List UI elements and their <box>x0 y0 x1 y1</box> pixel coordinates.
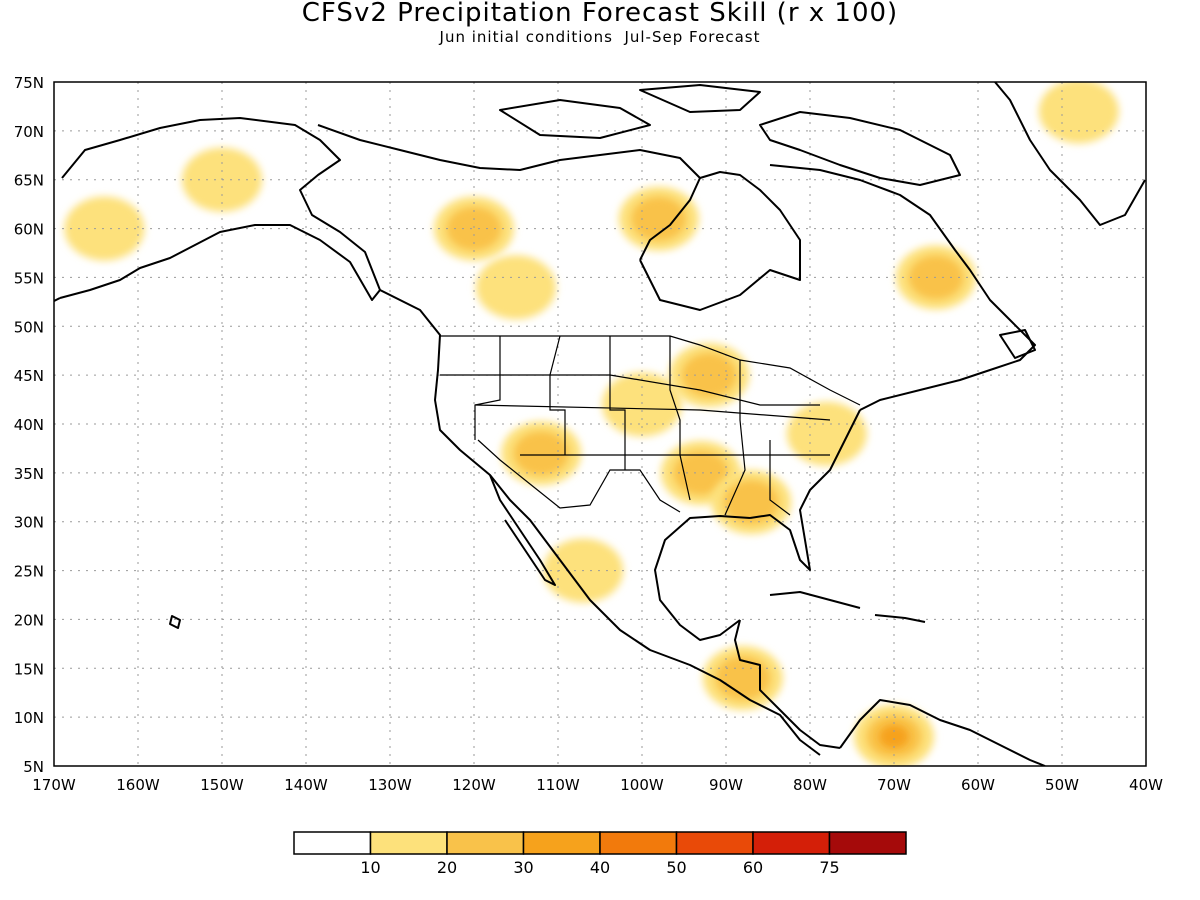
us-mexico-border <box>477 439 681 513</box>
lat-tick-label: 10N <box>14 709 44 727</box>
lon-tick-label: 170W <box>32 776 76 794</box>
lat-tick-label: 20N <box>14 611 44 629</box>
lat-tick-label: 5N <box>23 758 44 776</box>
colorbar-swatch <box>828 831 907 855</box>
skill-region-canadian-prairies-level-1 <box>476 255 556 320</box>
coastline-greenland <box>994 82 1146 226</box>
lon-tick-label: 50W <box>1045 776 1079 794</box>
colorbar-swatch <box>293 831 372 855</box>
state-lines-central <box>669 336 691 501</box>
colorbar-label: 30 <box>513 858 533 877</box>
colorbar-label: 10 <box>360 858 380 877</box>
coastline-baja <box>489 474 556 586</box>
coastline-aleutians <box>54 297 61 303</box>
lon-tick-label: 60W <box>961 776 995 794</box>
colorbar-label: 60 <box>743 858 763 877</box>
lat-tick-label: 75N <box>14 74 44 92</box>
lon-tick-label: 120W <box>452 776 496 794</box>
colorbar-swatch <box>599 831 678 855</box>
coastline-cuba <box>769 591 861 609</box>
lat-tick-label: 50N <box>14 318 44 336</box>
skill-region-alabama-mississippi-level-2 <box>723 480 779 525</box>
lon-tick-label: 130W <box>368 776 412 794</box>
skill-region-northern-south-america-level-3 <box>879 724 909 749</box>
state-lines-southeast <box>769 440 791 516</box>
coastlines <box>54 82 1146 766</box>
coastline-hudson-bay <box>639 171 801 311</box>
coastline-south-america <box>839 699 1046 766</box>
lat-tick-label: 35N <box>14 465 44 483</box>
coastline-arctic-canada <box>317 124 701 261</box>
colorbar-boxes <box>293 831 907 855</box>
lon-tick-label: 140W <box>284 776 328 794</box>
map-subtitle: Jun initial conditions Jul-Sep Forecast <box>439 28 761 46</box>
lat-tick-label: 15N <box>14 660 44 678</box>
lon-tick-label: 90W <box>709 776 743 794</box>
state-lines-west <box>474 336 501 440</box>
lat-tick-label: 40N <box>14 416 44 434</box>
skill-region-mid-atlantic-level-1 <box>786 401 867 466</box>
coastline-central-america <box>734 619 841 749</box>
state-lines-plains <box>609 336 626 470</box>
lon-tick-label: 70W <box>877 776 911 794</box>
coastline-labrador <box>769 164 1036 411</box>
lat-tick-label: 65N <box>14 172 44 190</box>
colorbar-labels: 10 20 30 40 50 60 75 <box>360 858 839 877</box>
lon-tick-label: 40W <box>1129 776 1163 794</box>
colorbar-swatch <box>675 831 754 855</box>
coastline-baffin-island <box>759 111 961 186</box>
skill-region-arkansas-level-2 <box>673 450 729 495</box>
skill-region-central-plains-level-1 <box>602 372 682 437</box>
plot-frame <box>53 81 1147 767</box>
lon-tick-label: 80W <box>793 776 827 794</box>
coastline-gulf <box>654 515 751 641</box>
coastline-victoria-island <box>499 99 651 139</box>
skill-region-central-america-level-2 <box>715 656 771 701</box>
us-canada-border <box>440 335 861 406</box>
state-latitude-lines <box>440 374 820 406</box>
lat-tick-label: 70N <box>14 123 44 141</box>
lat-tick-label: 30N <box>14 514 44 532</box>
state-latitude-lines-2 <box>474 404 831 421</box>
coastline-hawaii <box>169 615 181 629</box>
coastline-pacific <box>379 289 821 756</box>
colorbar-label: 50 <box>666 858 686 877</box>
lat-tick-label: 55N <box>14 269 44 287</box>
coastline-hispaniola <box>874 614 926 623</box>
colorbar: 10 20 30 40 50 60 75 <box>293 831 907 877</box>
skill-region-hudson-bay-west-level-2 <box>631 196 687 241</box>
coastline-ellesmere <box>639 84 761 113</box>
coastline-alaska <box>59 117 381 301</box>
colorbar-label: 75 <box>819 858 839 877</box>
latitude-labels: 75N 70N 65N 60N 55N 50N 45N 40N 35N 30N 25N 20N 15N 1… <box>14 74 44 776</box>
lon-tick-label: 110W <box>536 776 580 794</box>
lat-tick-label: 60N <box>14 221 44 239</box>
colorbar-label: 40 <box>590 858 610 877</box>
colorbar-swatch <box>522 831 601 855</box>
colorbar-swatch <box>369 831 448 855</box>
lon-tick-label: 100W <box>620 776 664 794</box>
skill-region-upper-midwest-level-2 <box>681 353 737 398</box>
lon-tick-label: 160W <box>116 776 160 794</box>
map-title: CFSv2 Precipitation Forecast Skill (r x … <box>301 0 899 28</box>
colorbar-label: 20 <box>437 858 457 877</box>
skill-region-four-corners-level-2 <box>513 431 569 476</box>
state-lines-east <box>724 360 746 516</box>
colorbar-swatch <box>446 831 525 855</box>
lat-tick-label: 25N <box>14 563 44 581</box>
coastline-newfoundland <box>999 329 1036 359</box>
us-state-borders <box>440 335 861 516</box>
colorbar-swatch <box>752 831 831 855</box>
state-lines-rockies <box>549 335 566 455</box>
skill-region-western-canada-level-2 <box>446 206 502 251</box>
longitude-labels: 170W 160W 150W 140W 130W 120W 110W 100W 90W 80W 70… <box>32 776 1163 794</box>
lon-tick-label: 150W <box>200 776 244 794</box>
skill-region-western-alaska-level-1 <box>64 196 145 261</box>
lat-tick-label: 45N <box>14 367 44 385</box>
coastline-us-east <box>749 409 861 571</box>
skill-region-greenland-south-level-1 <box>1038 82 1119 144</box>
